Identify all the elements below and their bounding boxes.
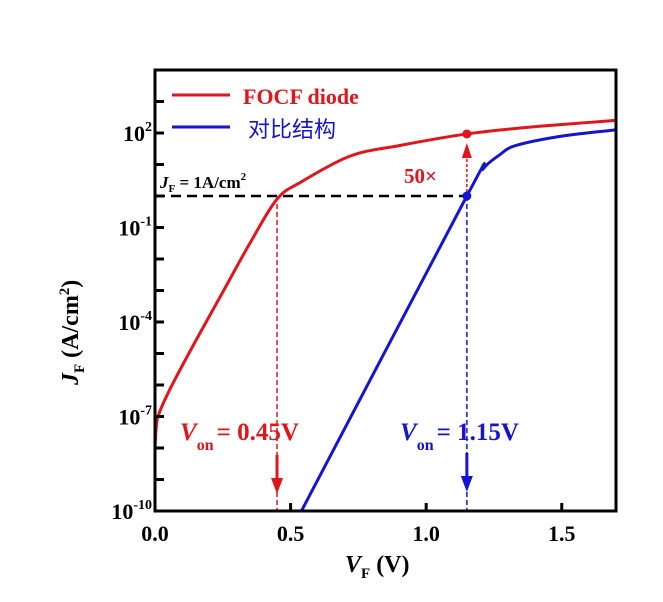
von-blue-arrow-icon [460,476,473,492]
y-tick-label: 10-10 [111,498,152,524]
legend: FOCF diode 对比结构 [172,84,359,143]
reference-marker-point [462,191,472,201]
ratio-annotation: 50× [404,164,437,188]
y-tick-exponent: -4 [140,309,152,324]
y-tick-label: 10-1 [118,215,152,241]
y-tick-label: 10-7 [118,404,152,430]
von-red-arrow-icon [271,478,284,494]
von-blue-annotation: Von = 1.15V [400,419,519,454]
y-tick-label: 102 [123,120,152,146]
y-axis-title: JF (A/cm2) [57,280,88,386]
legend-label-focf: FOCF diode [243,84,359,109]
focf-marker-point [462,129,472,139]
jf-annotation: JF = 1A/cm2 [159,171,247,195]
x-tick-label: 1.0 [412,521,440,546]
x-tick-label: 0.0 [141,521,169,546]
series-line-focf [155,118,616,449]
series-line-reference [300,128,616,511]
x-tick-label: 0.5 [277,521,305,546]
ratio-arrow-icon [461,142,472,158]
y-tick-exponent: -10 [133,498,152,513]
y-tick-exponent: 2 [145,120,152,135]
y-tick-exponent: -1 [140,215,152,230]
legend-label-reference: 对比结构 [248,118,336,143]
y-tick-exponent: -7 [140,404,152,419]
x-axis-title: VF (V) [345,552,410,582]
x-tick-label: 1.5 [548,521,576,546]
y-tick-label: 10-4 [118,309,152,335]
von-red-annotation: Von = 0.45V [180,419,299,454]
